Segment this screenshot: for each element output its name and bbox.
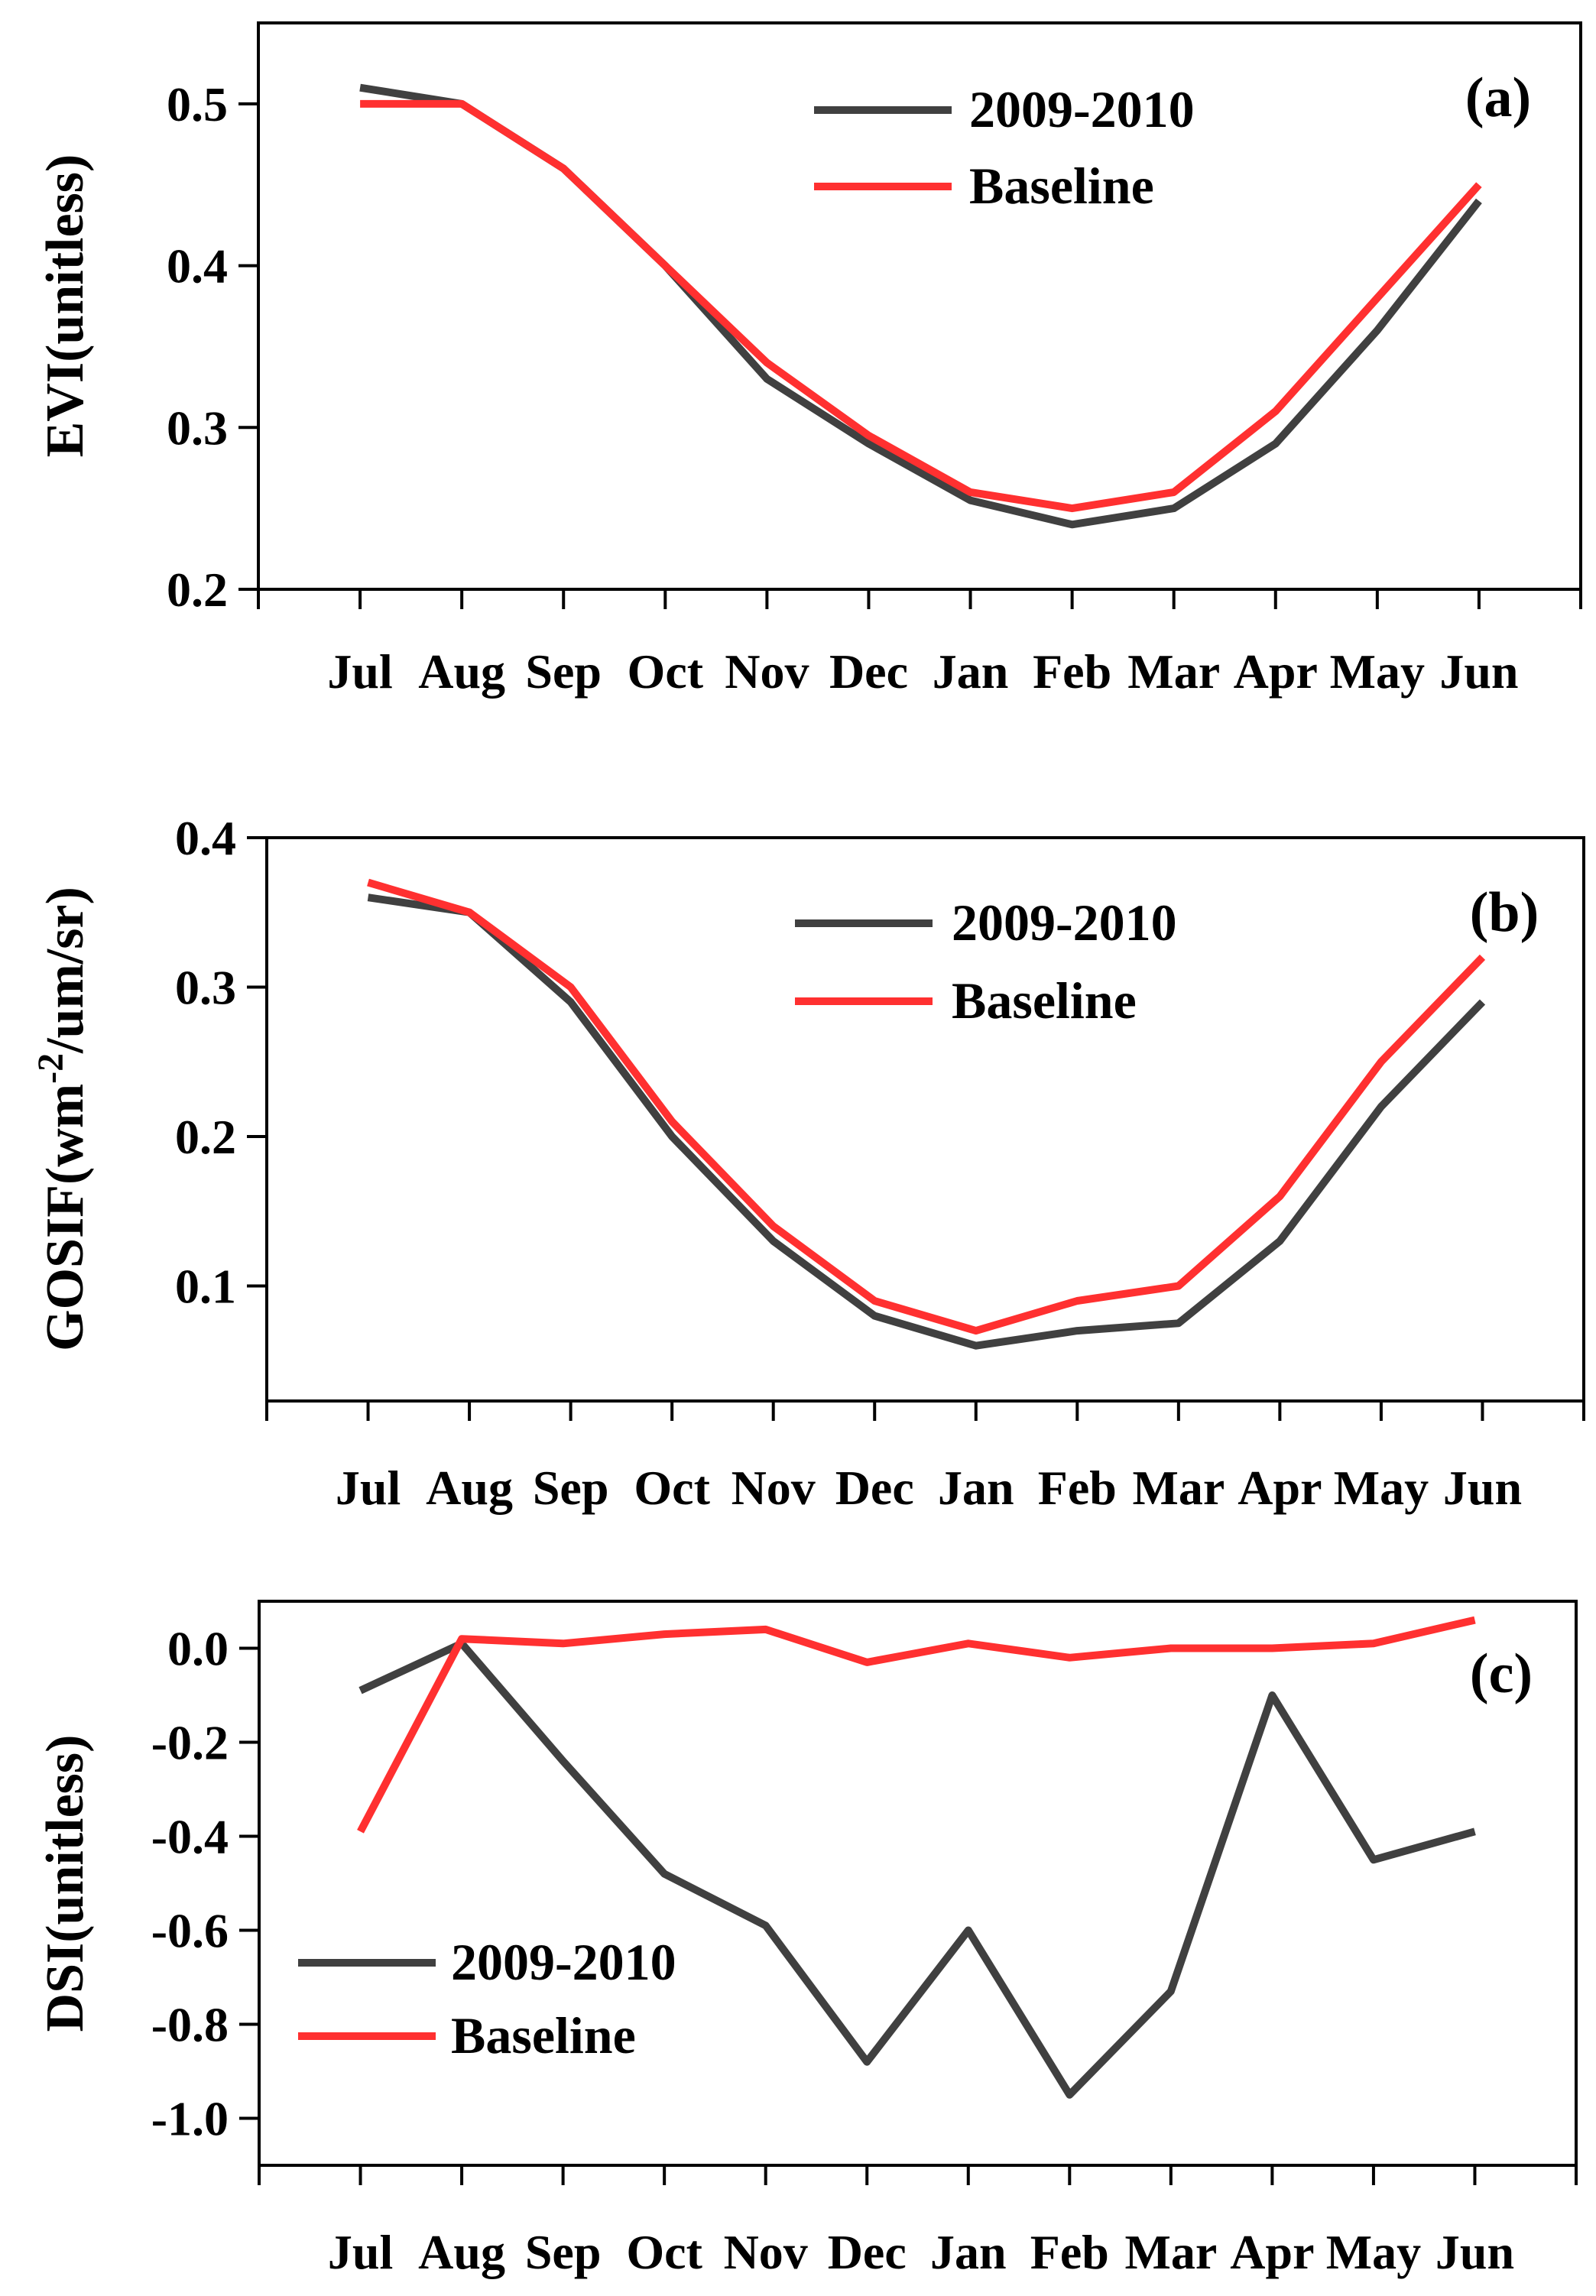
legend-label: 2009-2010	[952, 893, 1177, 952]
y-tick-label: 0.0	[167, 1622, 229, 1676]
y-axis-title: GOSIF(wm-2/um/sr)	[31, 887, 95, 1351]
x-tick-label: Apr	[1234, 644, 1318, 699]
x-tick-label: May	[1334, 1461, 1429, 1515]
x-tick-label: Dec	[829, 644, 908, 699]
y-tick-label: -1.0	[151, 2092, 229, 2146]
x-tick-label: Jan	[930, 2225, 1007, 2279]
y-tick-label: -0.4	[151, 1810, 229, 1864]
panel-label: (b)	[1470, 881, 1539, 944]
panel-3: Jul Aug Sep Oct Nov Dec Jan Feb Mar Apr May Jun -1.0…	[36, 1600, 1578, 2279]
series-line-baseline	[367, 878, 1486, 1335]
x-tick-label: Sep	[525, 644, 602, 699]
x-tick-label: Mar	[1127, 644, 1220, 699]
plot-frame	[257, 21, 1582, 591]
plot-frame	[258, 1600, 1578, 2167]
legend-label: 2009-2010	[451, 1933, 676, 1991]
x-tick-label: May	[1330, 644, 1425, 699]
legend-label: Baseline	[969, 157, 1154, 215]
y-tick-label: 0.5	[167, 77, 228, 131]
x-tick-label: Jun	[1435, 2225, 1514, 2279]
x-tick-label: Dec	[828, 2225, 907, 2279]
y-axis-title: EVI(unitless)	[36, 154, 95, 458]
y-tick-label: 0.3	[167, 401, 228, 455]
x-tick-label: May	[1326, 2225, 1421, 2279]
x-tick-label: Aug	[418, 644, 505, 699]
x-tick-label: Nov	[724, 2225, 808, 2279]
y-tick-label: 0.2	[175, 1110, 236, 1164]
legend-label: Baseline	[952, 971, 1137, 1030]
legend-label: 2009-2010	[969, 80, 1195, 138]
series-line-baseline	[357, 1616, 1476, 1834]
series-line-baseline	[360, 99, 1482, 513]
x-tick-label: Jul	[336, 1461, 401, 1515]
y-tick-label: 0.1	[175, 1259, 236, 1313]
x-tick-label: Apr	[1230, 2225, 1314, 2279]
legend: 2009-2010 Baseline	[814, 80, 1195, 215]
y-tick-label: 0.3	[175, 960, 236, 1014]
x-tick-label: Nov	[725, 644, 809, 699]
legend-label: Baseline	[451, 2006, 636, 2064]
x-tick-label: Apr	[1238, 1461, 1322, 1515]
x-tick-label: Sep	[533, 1461, 609, 1515]
y-tick-label: 0.4	[167, 239, 228, 293]
y-tick-label: -0.8	[151, 1998, 229, 2052]
x-tick-label: Mar	[1124, 2225, 1217, 2279]
panel-label: (a)	[1465, 66, 1531, 129]
y-tick-label: -0.6	[151, 1904, 229, 1958]
x-tick-label: Jul	[328, 2225, 393, 2279]
plot-frame	[265, 836, 1585, 1403]
x-tick-label: Feb	[1033, 644, 1111, 699]
x-tick-label: Oct	[626, 2225, 702, 2279]
x-tick-label: Oct	[634, 1461, 710, 1515]
x-tick-label: Feb	[1030, 2225, 1109, 2279]
x-tick-label: Jan	[938, 1461, 1014, 1515]
x-tick-label: Mar	[1132, 1461, 1225, 1515]
x-tick-label: Dec	[835, 1461, 914, 1515]
panel-1: Jul Aug Sep Oct Nov Dec Jan Feb Mar Apr May Jun 0.2 0…	[36, 21, 1582, 699]
series-line-2009-2010	[358, 1639, 1476, 2099]
x-tick-label: Oct	[628, 644, 704, 699]
x-tick-label: Nov	[732, 1461, 816, 1515]
x-tick-label: Jan	[933, 644, 1009, 699]
x-tick-label: Jun	[1439, 644, 1518, 699]
panel-label: (c)	[1470, 1643, 1533, 1705]
x-tick-label: Jul	[327, 644, 392, 699]
series-line-2009-2010	[359, 83, 1482, 529]
y-tick-label: 0.4	[175, 811, 236, 865]
x-tick-label: Sep	[525, 2225, 602, 2279]
y-tick-label: -0.2	[151, 1716, 229, 1770]
x-tick-label: Aug	[418, 2225, 505, 2279]
x-tick-label: Aug	[426, 1461, 513, 1515]
legend: 2009-2010 Baseline	[795, 893, 1177, 1030]
legend: 2009-2010 Baseline	[298, 1933, 676, 2064]
x-tick-label: Jun	[1443, 1461, 1522, 1515]
series-line-2009-2010	[367, 893, 1486, 1350]
y-axis-title: DSI(unitless)	[36, 1735, 95, 2032]
x-tick-label: Feb	[1038, 1461, 1117, 1515]
y-tick-label: 0.2	[167, 563, 228, 617]
panel-2: Jul Aug Sep Oct Nov Dec Jan Feb Mar Apr May Jun 0.1 0…	[31, 811, 1585, 1515]
